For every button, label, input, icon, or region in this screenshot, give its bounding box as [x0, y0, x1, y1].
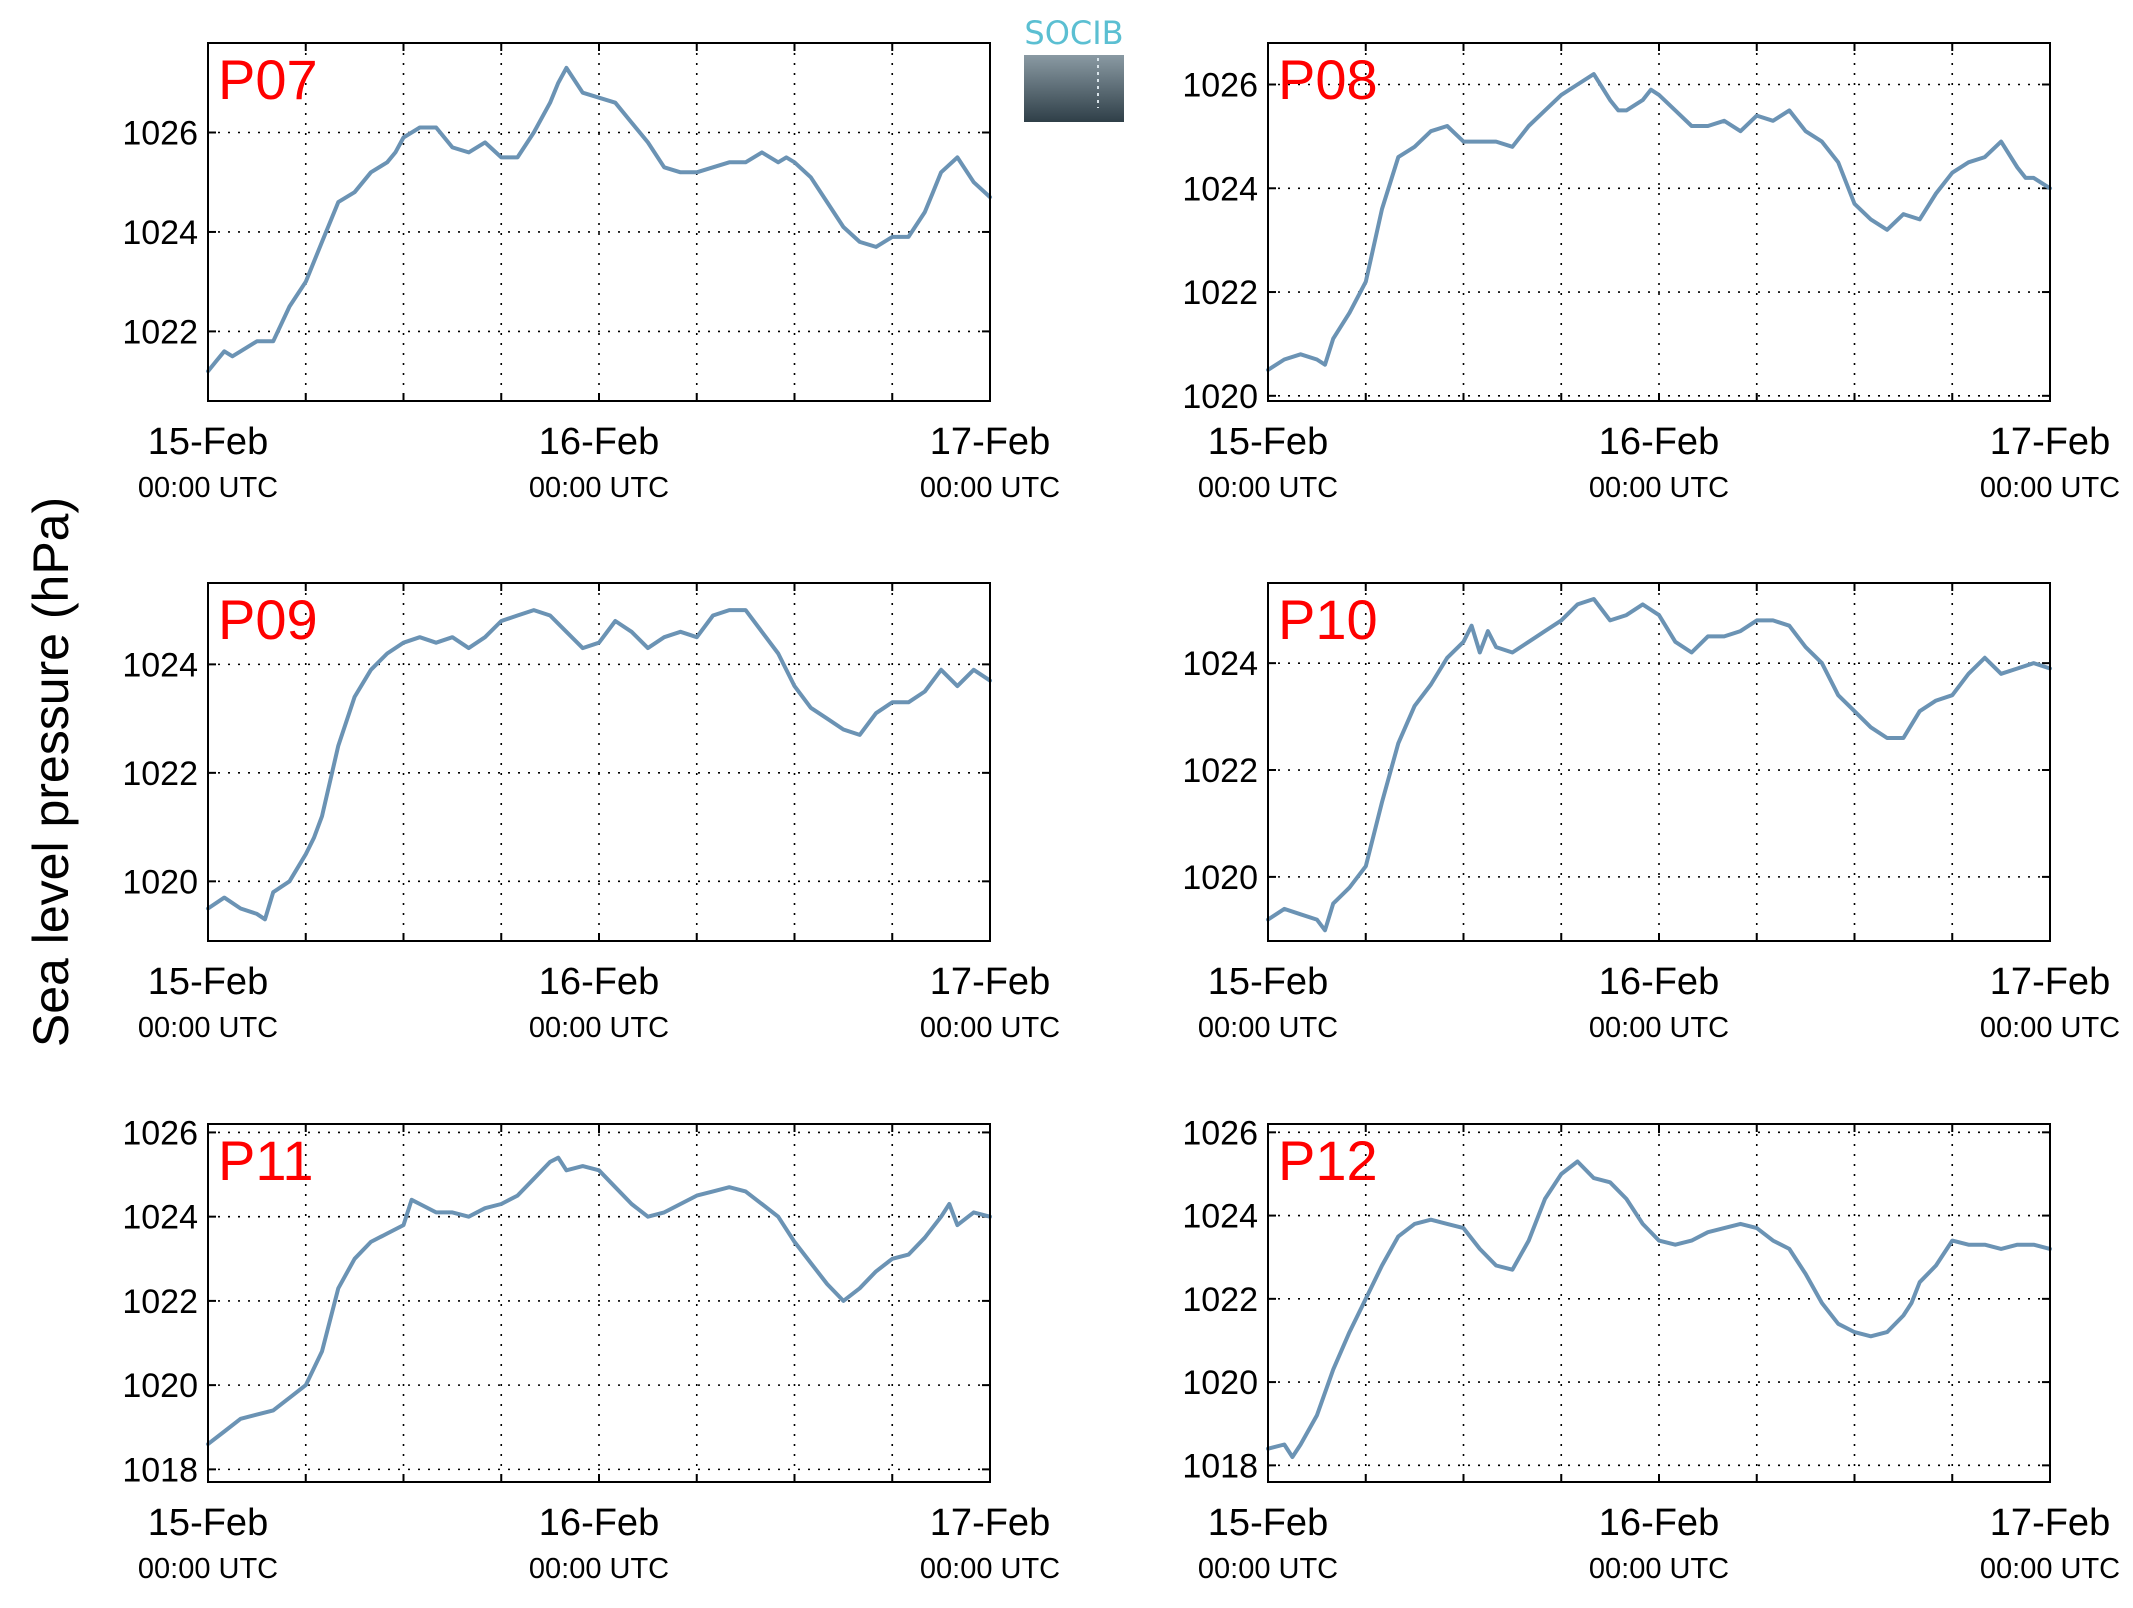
series-line [206, 65, 992, 374]
y-tick-label: 1024 [1182, 1198, 1258, 1236]
series-line [206, 608, 992, 922]
y-tick-label: 1022 [122, 755, 198, 793]
y-tick-label: 1020 [1182, 859, 1258, 897]
x-tick-date-label: 16-Feb [1599, 1502, 1719, 1544]
plot-area [208, 43, 990, 401]
series-line [1266, 72, 2052, 372]
chart-panel-p09: 1020 1022 1024 P09 15-Feb 00:00 UTC 16-Feb 00:0… [122, 582, 1060, 1044]
x-tick-time-label: 00:00 UTC [1589, 1553, 1729, 1585]
plot-area [1268, 583, 2050, 941]
logo-block [1024, 55, 1124, 122]
x-tick-date-label: 17-Feb [930, 961, 1050, 1003]
y-tick-label: 1024 [122, 214, 198, 252]
axes-frame [1267, 582, 2051, 942]
y-tick-label: 1024 [1182, 645, 1258, 683]
y-tick-label: 1026 [1182, 67, 1258, 105]
x-tick-time-label: 00:00 UTC [138, 1553, 278, 1585]
y-tick-label: 1022 [1182, 1281, 1258, 1319]
x-tick-time-label: 00:00 UTC [138, 472, 278, 504]
y-tick-label: 1022 [122, 1283, 198, 1321]
y-tick-label: 1026 [122, 115, 198, 153]
panel-label: P10 [1278, 588, 1378, 651]
y-tick-label: 1026 [1182, 1114, 1258, 1152]
y-tick-label: 1024 [122, 646, 198, 684]
y-tick-label: 1026 [122, 1114, 198, 1152]
chart-panel-p12: 1018 1020 1022 1024 1026 P12 15-Feb 00:00 UTC 16… [1182, 1114, 2120, 1585]
x-tick-date-label: 16-Feb [1599, 961, 1719, 1003]
x-tick-date-label: 16-Feb [539, 961, 659, 1003]
x-tick-date-label: 16-Feb [539, 421, 659, 463]
y-tick-label: 1022 [1182, 274, 1258, 312]
panels-group: 1022 1024 1026 P07 15-Feb 00:00 UTC 16-Feb 00:0… [122, 42, 2120, 1585]
x-tick-date-label: 15-Feb [148, 421, 268, 463]
x-tick-date-label: 15-Feb [148, 1502, 268, 1544]
plot-area [1268, 1124, 2050, 1482]
series-line [1266, 1159, 2052, 1459]
x-tick-time-label: 00:00 UTC [1589, 1012, 1729, 1044]
y-tick-label: 1020 [1182, 1364, 1258, 1402]
socib-logo: SOCIB [1024, 14, 1124, 122]
x-tick-time-label: 00:00 UTC [1589, 472, 1729, 504]
x-tick-time-label: 00:00 UTC [920, 472, 1060, 504]
axes-frame [1267, 1123, 2051, 1483]
x-tick-time-label: 00:00 UTC [1980, 472, 2120, 504]
x-tick-time-label: 00:00 UTC [1980, 1553, 2120, 1585]
axes-frame [207, 582, 991, 942]
y-tick-label: 1018 [1182, 1447, 1258, 1485]
plot-area [1268, 43, 2050, 401]
x-tick-date-label: 15-Feb [148, 961, 268, 1003]
x-tick-date-label: 17-Feb [930, 421, 1050, 463]
x-tick-time-label: 00:00 UTC [1198, 1012, 1338, 1044]
x-tick-time-label: 00:00 UTC [138, 1012, 278, 1044]
y-tick-label: 1020 [1182, 378, 1258, 416]
x-tick-date-label: 17-Feb [930, 1502, 1050, 1544]
x-tick-date-label: 17-Feb [1990, 421, 2110, 463]
x-tick-time-label: 00:00 UTC [920, 1012, 1060, 1044]
x-tick-date-label: 17-Feb [1990, 1502, 2110, 1544]
panel-label: P09 [218, 588, 318, 651]
x-tick-time-label: 00:00 UTC [529, 1553, 669, 1585]
y-tick-label: 1022 [1182, 752, 1258, 790]
axes-frame [207, 42, 991, 402]
chart-panel-p07: 1022 1024 1026 P07 15-Feb 00:00 UTC 16-Feb 00:0… [122, 42, 1060, 504]
panel-label: P12 [1278, 1129, 1378, 1192]
series-line [206, 1155, 992, 1447]
plot-area [208, 1124, 990, 1482]
panel-label: P08 [1278, 48, 1378, 111]
chart-panel-p10: 1020 1022 1024 P10 15-Feb 00:00 UTC 16-Feb 00:0… [1182, 582, 2120, 1044]
x-tick-time-label: 00:00 UTC [529, 1012, 669, 1044]
series-line [1266, 597, 2052, 933]
x-tick-time-label: 00:00 UTC [1198, 472, 1338, 504]
x-tick-time-label: 00:00 UTC [529, 472, 669, 504]
panel-label: P07 [218, 48, 318, 111]
x-tick-time-label: 00:00 UTC [920, 1553, 1060, 1585]
x-tick-time-label: 00:00 UTC [1980, 1012, 2120, 1044]
y-tick-label: 1022 [122, 313, 198, 351]
chart-panel-p08: 1020 1022 1024 1026 P08 15-Feb 00:00 UTC 16-Feb… [1182, 42, 2120, 504]
x-tick-date-label: 17-Feb [1990, 961, 2110, 1003]
panel-label: P11 [218, 1129, 313, 1192]
y-tick-label: 1020 [122, 863, 198, 901]
y-tick-label: 1024 [1182, 170, 1258, 208]
y-tick-label: 1018 [122, 1451, 198, 1489]
plot-area [208, 583, 990, 941]
x-tick-date-label: 15-Feb [1208, 1502, 1328, 1544]
y-tick-label: 1024 [122, 1199, 198, 1237]
x-tick-date-label: 15-Feb [1208, 421, 1328, 463]
x-tick-time-label: 00:00 UTC [1198, 1553, 1338, 1585]
x-tick-date-label: 16-Feb [539, 1502, 659, 1544]
chart-panel-p11: 1018 1020 1022 1024 1026 P11 15-Feb 00:00 UTC 16… [122, 1114, 1060, 1585]
y-axis-label: Sea level pressure (hPa) [23, 497, 79, 1047]
axes-frame [207, 1123, 991, 1483]
y-tick-label: 1020 [122, 1367, 198, 1405]
x-tick-date-label: 15-Feb [1208, 961, 1328, 1003]
x-tick-date-label: 16-Feb [1599, 421, 1719, 463]
logo-text: SOCIB [1024, 14, 1123, 52]
axes-frame [1267, 42, 2051, 402]
